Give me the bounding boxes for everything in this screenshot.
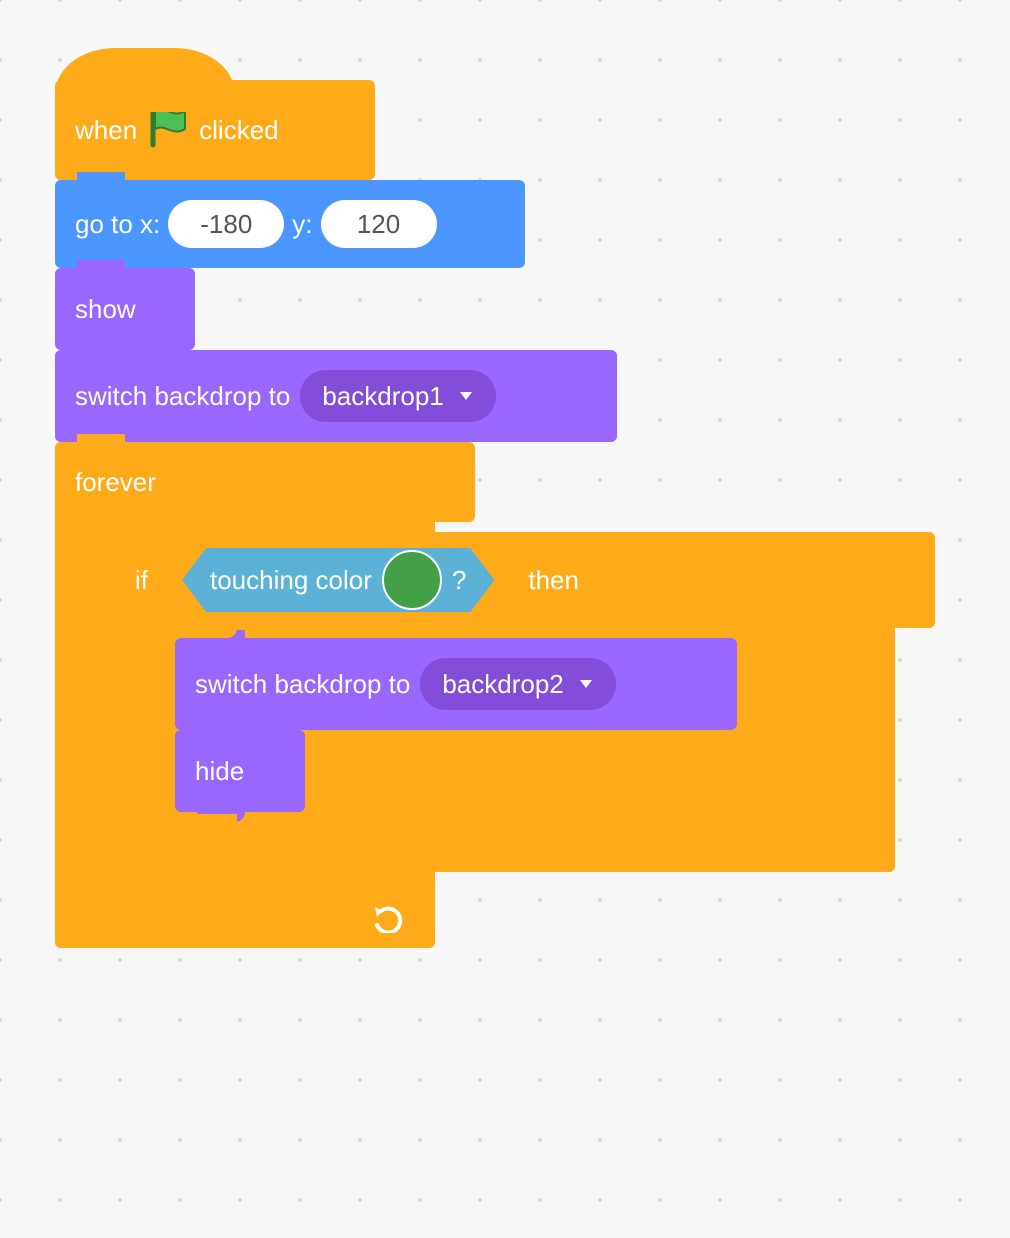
block-hide[interactable]: hide bbox=[175, 730, 305, 812]
green-flag-icon bbox=[147, 105, 189, 156]
if-foot bbox=[115, 822, 895, 872]
label-then: then bbox=[528, 565, 579, 596]
label-hide: hide bbox=[195, 756, 244, 787]
block-if-then[interactable]: if touching color ? then switch backdrop… bbox=[115, 532, 895, 872]
chevron-down-icon bbox=[458, 390, 474, 402]
input-x[interactable]: -180 bbox=[168, 200, 284, 248]
input-y[interactable]: 120 bbox=[321, 200, 437, 248]
forever-foot bbox=[55, 882, 435, 948]
if-body: switch backdrop to backdrop2 hide bbox=[167, 628, 895, 822]
forever-body: if touching color ? then switch backdrop… bbox=[107, 522, 435, 882]
block-show[interactable]: show bbox=[55, 268, 195, 350]
label-go-to-x: go to x: bbox=[75, 209, 160, 240]
label-forever: forever bbox=[75, 467, 156, 498]
color-swatch[interactable] bbox=[382, 550, 442, 610]
if-head: if touching color ? then bbox=[115, 532, 935, 628]
dropdown-backdrop1-value: backdrop1 bbox=[322, 381, 443, 412]
label-touching-color: touching color bbox=[210, 565, 372, 596]
hat-label-clicked: clicked bbox=[199, 115, 278, 146]
label-y: y: bbox=[292, 209, 312, 240]
hat-label-when: when bbox=[75, 115, 137, 146]
block-switch-backdrop-2[interactable]: switch backdrop to backdrop2 bbox=[175, 638, 737, 730]
chevron-down-icon bbox=[578, 678, 594, 690]
input-y-value: 120 bbox=[357, 209, 400, 240]
dropdown-backdrop2[interactable]: backdrop2 bbox=[420, 658, 615, 710]
label-show: show bbox=[75, 294, 136, 325]
label-if: if bbox=[135, 565, 148, 596]
label-switch-backdrop-2: switch backdrop to bbox=[195, 669, 410, 700]
label-qmark: ? bbox=[452, 565, 466, 596]
loop-arrow-icon bbox=[371, 903, 405, 940]
dropdown-backdrop2-value: backdrop2 bbox=[442, 669, 563, 700]
hat-cap bbox=[55, 48, 235, 112]
block-switch-backdrop-1[interactable]: switch backdrop to backdrop1 bbox=[55, 350, 617, 442]
block-stack: when clicked go to x: -180 y: 120 show s… bbox=[55, 50, 617, 948]
label-switch-backdrop: switch backdrop to bbox=[75, 381, 290, 412]
block-go-to-xy[interactable]: go to x: -180 y: 120 bbox=[55, 180, 525, 268]
forever-head: forever bbox=[55, 442, 475, 522]
input-x-value: -180 bbox=[200, 209, 252, 240]
block-forever[interactable]: forever if touching color ? then bbox=[55, 442, 435, 948]
reporter-touching-color[interactable]: touching color ? bbox=[182, 548, 494, 612]
dropdown-backdrop1[interactable]: backdrop1 bbox=[300, 370, 495, 422]
hat-when-flag-clicked[interactable]: when clicked bbox=[55, 80, 375, 180]
